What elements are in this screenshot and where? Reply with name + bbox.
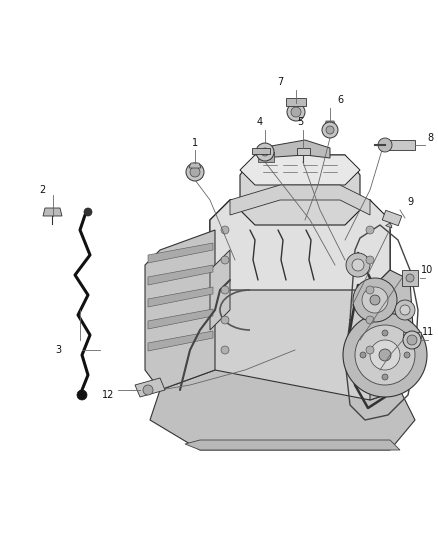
Circle shape xyxy=(403,331,421,349)
Polygon shape xyxy=(240,155,360,225)
Circle shape xyxy=(221,346,229,354)
Polygon shape xyxy=(210,200,390,400)
Text: 11: 11 xyxy=(422,327,434,337)
Polygon shape xyxy=(252,148,270,154)
Circle shape xyxy=(407,335,417,345)
Circle shape xyxy=(406,274,414,282)
Circle shape xyxy=(221,226,229,234)
Polygon shape xyxy=(185,440,400,450)
Circle shape xyxy=(343,313,427,397)
Circle shape xyxy=(221,316,229,324)
Text: 10: 10 xyxy=(421,265,433,275)
Circle shape xyxy=(221,256,229,264)
Circle shape xyxy=(379,349,391,361)
Circle shape xyxy=(362,287,388,313)
Text: 7: 7 xyxy=(277,77,283,87)
Circle shape xyxy=(366,226,374,234)
Polygon shape xyxy=(145,230,215,390)
Circle shape xyxy=(366,316,374,324)
Polygon shape xyxy=(210,250,230,330)
Text: 8: 8 xyxy=(427,133,433,143)
Text: 9: 9 xyxy=(407,197,413,207)
Polygon shape xyxy=(382,211,402,225)
Polygon shape xyxy=(385,140,415,150)
Polygon shape xyxy=(150,370,415,450)
Circle shape xyxy=(221,286,229,294)
Circle shape xyxy=(395,300,415,320)
Polygon shape xyxy=(297,148,310,155)
Circle shape xyxy=(370,295,380,305)
Text: 3: 3 xyxy=(55,345,61,355)
Circle shape xyxy=(287,103,305,121)
Circle shape xyxy=(400,305,410,315)
Polygon shape xyxy=(402,270,418,286)
Text: 12: 12 xyxy=(102,390,114,400)
Circle shape xyxy=(353,278,397,322)
Text: 4: 4 xyxy=(257,117,263,127)
Circle shape xyxy=(326,126,334,134)
Polygon shape xyxy=(148,331,213,351)
Circle shape xyxy=(366,256,374,264)
Polygon shape xyxy=(43,208,62,216)
Polygon shape xyxy=(286,98,306,106)
Polygon shape xyxy=(135,378,165,397)
Circle shape xyxy=(360,352,366,358)
Polygon shape xyxy=(260,140,330,158)
Polygon shape xyxy=(240,155,360,185)
Circle shape xyxy=(256,143,274,161)
Polygon shape xyxy=(258,152,274,162)
Circle shape xyxy=(352,259,364,271)
Circle shape xyxy=(346,253,370,277)
Polygon shape xyxy=(148,243,213,263)
Polygon shape xyxy=(189,163,201,168)
Circle shape xyxy=(77,390,87,400)
Text: 1: 1 xyxy=(192,138,198,148)
Circle shape xyxy=(322,122,338,138)
Circle shape xyxy=(143,385,153,395)
Circle shape xyxy=(84,208,92,216)
Circle shape xyxy=(382,374,388,380)
Polygon shape xyxy=(148,287,213,307)
Text: 6: 6 xyxy=(337,95,343,105)
Polygon shape xyxy=(148,309,213,329)
Polygon shape xyxy=(324,121,336,130)
Circle shape xyxy=(355,325,415,385)
Circle shape xyxy=(186,163,204,181)
Polygon shape xyxy=(230,185,370,215)
Circle shape xyxy=(366,346,374,354)
Polygon shape xyxy=(290,103,302,112)
Circle shape xyxy=(190,167,200,177)
Polygon shape xyxy=(148,265,213,285)
Text: 2: 2 xyxy=(39,185,45,195)
Polygon shape xyxy=(403,332,421,338)
Circle shape xyxy=(404,352,410,358)
Circle shape xyxy=(291,107,301,117)
Polygon shape xyxy=(370,270,415,400)
Text: 5: 5 xyxy=(297,117,303,127)
Circle shape xyxy=(382,330,388,336)
Polygon shape xyxy=(385,223,392,228)
Circle shape xyxy=(370,340,400,370)
Circle shape xyxy=(261,148,269,156)
Polygon shape xyxy=(210,200,390,290)
Circle shape xyxy=(378,138,392,152)
Circle shape xyxy=(366,286,374,294)
